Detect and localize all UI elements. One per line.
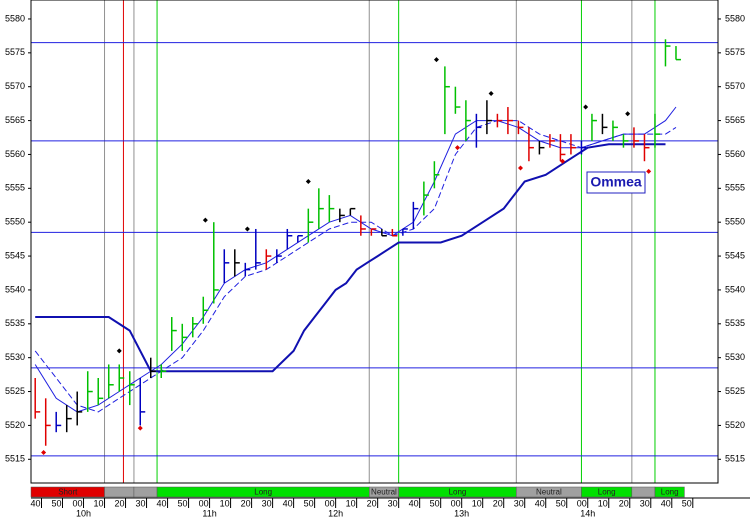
y-tick-label-left: 5560 [5, 149, 25, 159]
regime-label: Neutral [371, 488, 397, 497]
x-tick-label: 30 [136, 498, 146, 508]
signal-marker [137, 425, 143, 431]
x-tick-label: 00 [325, 498, 335, 508]
signal-marker [488, 90, 494, 96]
signal-marker [116, 348, 122, 354]
x-tick-label: 30 [262, 498, 272, 508]
signal-marker [583, 104, 589, 110]
y-tick-label-right: 5570 [725, 81, 745, 91]
y-tick-label-right: 5540 [725, 284, 745, 294]
hour-label: 14h [580, 508, 595, 518]
y-tick-label-left: 5535 [5, 318, 25, 328]
regime-segment [654, 486, 685, 498]
hour-label: 11h [202, 508, 216, 518]
y-tick-label-right: 5545 [725, 250, 745, 260]
indicator-line [35, 143, 666, 373]
y-tick-label-left: 5550 [5, 217, 25, 227]
y-tick-label-right: 5580 [725, 13, 745, 23]
regime-label: Long [598, 488, 616, 497]
y-tick-label-left: 5530 [5, 352, 25, 362]
y-tick-label-left: 5570 [5, 81, 25, 91]
signal-marker [305, 179, 311, 185]
regime-segment [631, 486, 656, 498]
plot-layer [34, 39, 681, 456]
regime-label: Long [254, 488, 272, 497]
y-tick-label-left: 5540 [5, 284, 25, 294]
y-tick-label-right: 5565 [725, 115, 745, 125]
x-tick-label: 00 [199, 498, 209, 508]
y-tick-label-left: 5555 [5, 183, 25, 193]
hour-label: 10h [76, 508, 91, 518]
y-tick-label-left: 5515 [5, 454, 25, 464]
y-tick-label-left: 5565 [5, 115, 25, 125]
signal-marker [41, 450, 47, 456]
y-tick-label-left: 5580 [5, 13, 25, 23]
x-tick-label: 50 [430, 498, 440, 508]
x-tick-label: 10 [472, 498, 482, 508]
x-tick-label: 30 [514, 498, 524, 508]
hour-label: 12h [328, 508, 343, 518]
y-tick-label-right: 5525 [725, 386, 745, 396]
x-tick-label: 10 [94, 498, 104, 508]
regime-segment [104, 486, 135, 498]
y-tick-label-left: 5545 [5, 250, 25, 260]
x-tick-label: 10 [346, 498, 356, 508]
x-tick-label: 40 [409, 498, 419, 508]
signal-marker [244, 226, 250, 232]
x-tick-label: 20 [241, 498, 251, 508]
regime-label: Neutral [536, 488, 562, 497]
x-tick-label: 50 [304, 498, 314, 508]
x-tick-label: 50 [556, 498, 566, 508]
x-tick-label: 40 [535, 498, 545, 508]
x-tick-label: 50 [682, 498, 692, 508]
x-tick-label: 00 [73, 498, 83, 508]
y-tick-label-right: 5575 [725, 47, 745, 57]
annotation: Ommea [590, 174, 642, 190]
x-tick-label: 30 [388, 498, 398, 508]
x-tick-label: 40 [30, 498, 40, 508]
y-tick-label-left: 5575 [5, 47, 25, 57]
x-tick-label: 40 [157, 498, 167, 508]
regime-label: Long [449, 488, 467, 497]
x-tick-label: 00 [577, 498, 587, 508]
y-tick-label-right: 5520 [725, 420, 745, 430]
x-tick-label: 10 [220, 498, 230, 508]
x-tick-label: 40 [283, 498, 293, 508]
x-tick-label: 50 [52, 498, 62, 508]
x-tick-label: 20 [493, 498, 503, 508]
signal-marker [433, 57, 439, 63]
y-tick-label-right: 5550 [725, 217, 745, 227]
x-tick-label: 50 [178, 498, 188, 508]
x-tick-label: 20 [115, 498, 125, 508]
hour-label: 13h [454, 508, 469, 518]
signal-marker [625, 111, 631, 117]
signal-marker [454, 145, 460, 151]
signal-marker [202, 217, 208, 223]
x-tick-label: 00 [451, 498, 461, 508]
y-tick-label-left: 5520 [5, 420, 25, 430]
x-tick-label: 40 [661, 498, 671, 508]
y-tick-label-right: 5555 [725, 183, 745, 193]
x-tick-label: 10 [598, 498, 608, 508]
y-tick-label-right: 5560 [725, 149, 745, 159]
signal-marker [560, 158, 566, 164]
regime-label: Short [58, 488, 78, 497]
annotation-box [586, 171, 646, 194]
y-tick-label-left: 5525 [5, 386, 25, 396]
regime-segment [133, 486, 158, 498]
y-tick-label-right: 5515 [725, 454, 745, 464]
y-tick-label-right: 5535 [725, 318, 745, 328]
regime-label: Long [661, 488, 679, 497]
x-tick-label: 20 [619, 498, 629, 508]
signal-marker [646, 168, 652, 174]
y-tick-label-right: 5530 [725, 352, 745, 362]
signal-marker [518, 165, 524, 171]
x-tick-label: 20 [367, 498, 377, 508]
x-tick-label: 30 [640, 498, 650, 508]
plot-frame [30, 0, 719, 484]
